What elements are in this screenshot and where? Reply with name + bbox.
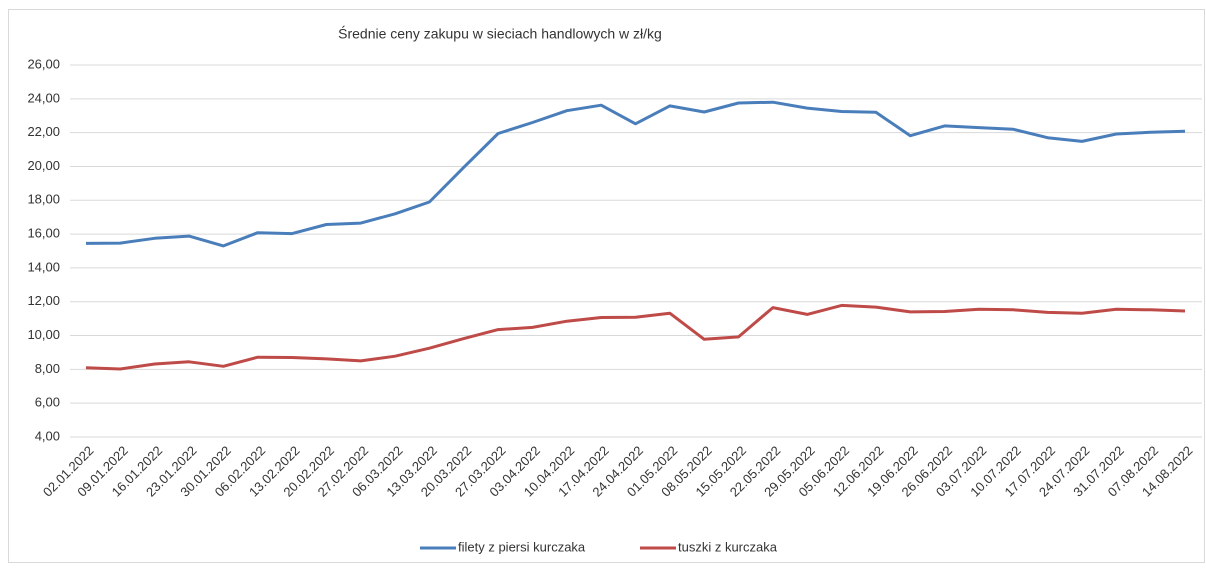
y-tick-label: 8,00 [35,361,60,376]
y-tick-label: 20,00 [27,158,60,173]
chart-title: Średnie ceny zakupu w sieciach handlowyc… [338,25,662,42]
y-tick-label: 12,00 [27,293,60,308]
y-tick-label: 26,00 [27,56,60,71]
y-tick-label: 10,00 [27,327,60,342]
y-tick-label: 24,00 [27,90,60,105]
legend-label: tuszki z kurczaka [678,539,778,554]
line-series [85,100,1186,248]
chart-border [8,9,1205,563]
y-tick-label: 18,00 [27,192,60,207]
y-tick-label: 14,00 [27,259,60,274]
y-tick-label: 16,00 [27,226,60,241]
legend-label: filety z piersi kurczaka [458,539,586,554]
y-tick-label: 4,00 [35,428,60,443]
line-series [85,303,1186,371]
y-tick-label: 22,00 [27,124,60,139]
y-tick-label: 6,00 [35,395,60,410]
